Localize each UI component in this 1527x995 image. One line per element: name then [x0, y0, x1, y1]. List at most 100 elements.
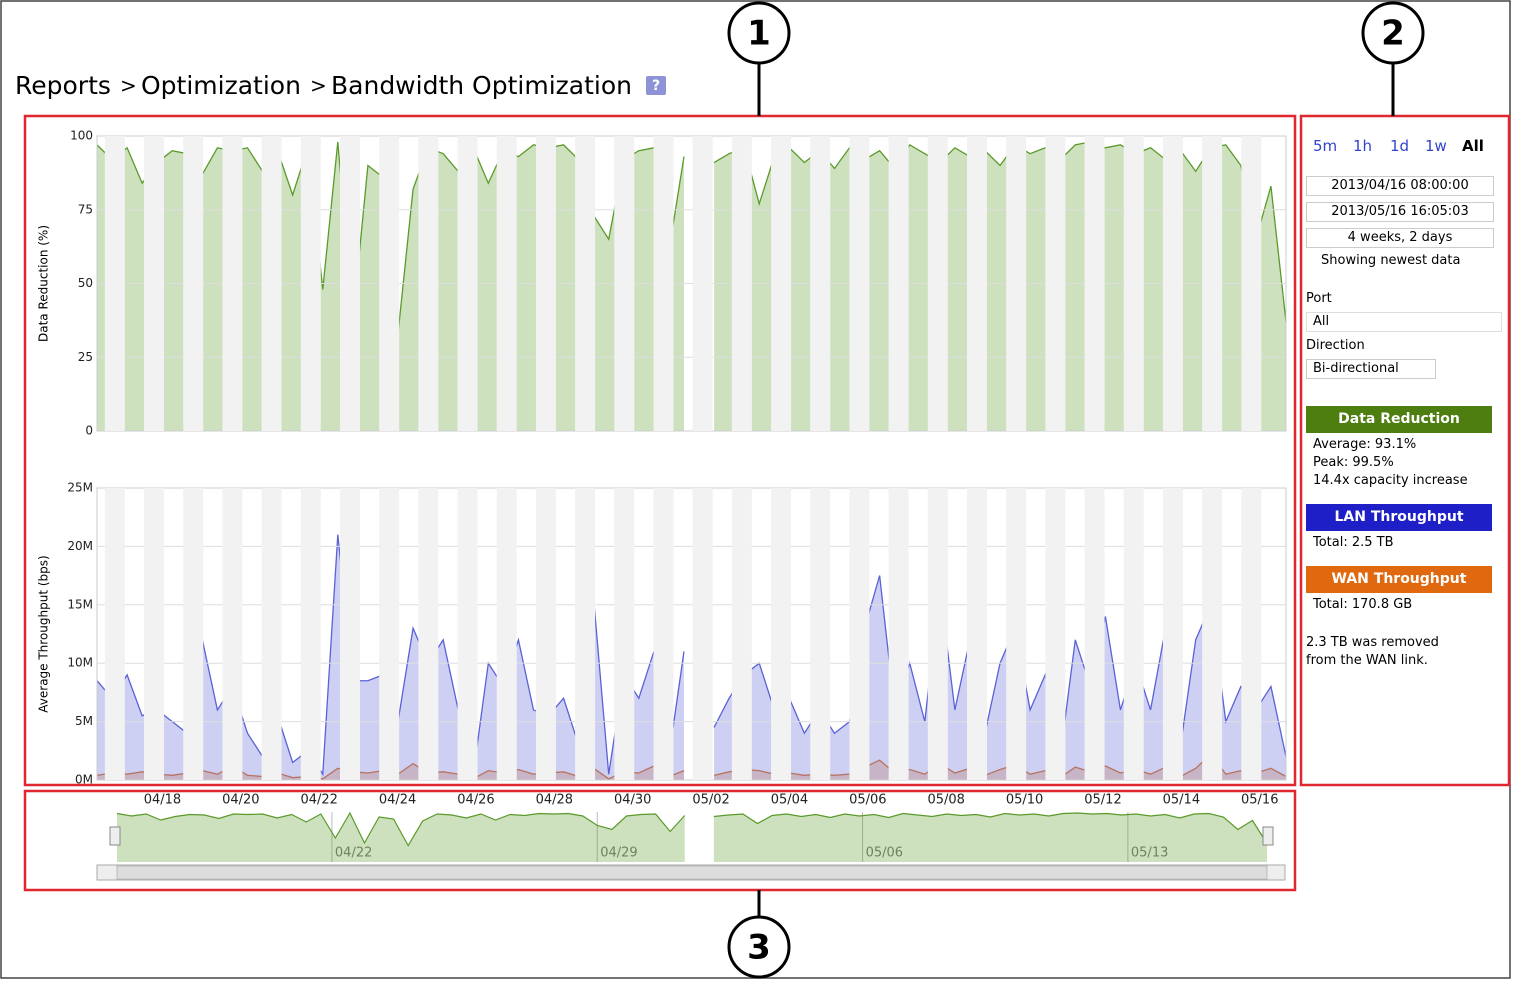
y-tick-label: 50 — [78, 276, 93, 290]
scroll-thumb[interactable] — [116, 865, 1268, 880]
y-tick-label: 20M — [67, 539, 93, 553]
navigator-line — [116, 811, 1268, 847]
day-stripe — [183, 488, 204, 780]
y-tick-label: 25M — [67, 481, 93, 495]
day-stripe — [888, 136, 909, 431]
range-option[interactable]: 1w — [1425, 137, 1447, 155]
y-tick-label: 100 — [70, 129, 93, 143]
y-tick-label: 5M — [75, 714, 93, 728]
day-stripe — [535, 136, 556, 431]
day-stripe — [222, 488, 243, 780]
navigator-label: 05/06 — [866, 846, 903, 861]
y-tick-label: 15M — [67, 597, 93, 611]
range-option[interactable]: 5m — [1313, 137, 1338, 155]
callout — [727, 915, 791, 979]
callout-number: 1 — [747, 14, 771, 54]
x-tick-label: 05/06 — [849, 793, 886, 808]
stat: Peak: 99.5% — [1313, 455, 1394, 470]
day-stripe — [731, 136, 752, 431]
day-stripe — [888, 488, 909, 780]
day-stripe — [261, 136, 282, 431]
day-stripe — [144, 136, 165, 431]
x-tick-label: 04/24 — [379, 793, 416, 808]
day-stripe — [261, 488, 282, 780]
direction-select[interactable]: Bi-directional — [1306, 359, 1436, 379]
plot-border — [96, 487, 1287, 781]
x-tick-label: 05/16 — [1241, 793, 1278, 808]
day-stripe — [927, 488, 948, 780]
navigator-area — [117, 813, 1267, 862]
day-stripe — [849, 488, 870, 780]
day-stripe — [849, 136, 870, 431]
status: Showing newest data — [1321, 253, 1461, 268]
day-stripe — [1045, 488, 1066, 780]
port-label: Port — [1306, 291, 1332, 306]
start-time[interactable]: 2013/04/16 08:00:00 — [1306, 176, 1494, 196]
day-stripe — [1241, 488, 1262, 780]
legend-header[interactable]: LAN Throughput — [1306, 504, 1492, 531]
stat: 14.4x capacity increase — [1313, 473, 1468, 488]
stat: Average: 93.1% — [1313, 437, 1417, 452]
day-stripe — [300, 136, 321, 431]
legend-header[interactable]: Data Reduction — [1306, 406, 1492, 433]
end-time[interactable]: 2013/05/16 16:05:03 — [1306, 202, 1494, 222]
range-option[interactable]: 1h — [1353, 137, 1373, 155]
help-text[interactable]: ? — [652, 78, 660, 94]
day-stripe — [183, 136, 204, 431]
y-tick-label: 10M — [67, 656, 93, 670]
day-stripe — [379, 136, 400, 431]
x-tick-label: 04/26 — [457, 793, 494, 808]
page-title: Bandwidth Optimization — [331, 71, 632, 100]
day-stripe — [731, 488, 752, 780]
day-stripe — [1162, 488, 1183, 780]
day-stripe — [771, 136, 792, 431]
port-select[interactable]: All — [1306, 312, 1502, 332]
callout — [1361, 1, 1425, 65]
day-stripe — [810, 488, 831, 780]
day-stripe — [496, 488, 517, 780]
nav-handle[interactable] — [109, 826, 121, 846]
day-stripe — [653, 488, 674, 780]
day-stripe — [457, 488, 478, 780]
day-stripe — [1084, 136, 1105, 431]
day-stripe — [967, 488, 987, 780]
day-stripe — [575, 136, 596, 431]
day-stripe — [1202, 488, 1223, 780]
note: 2.3 TB was removed — [1306, 635, 1439, 650]
day-stripe — [1162, 136, 1183, 431]
navigator-label: 05/13 — [1131, 846, 1168, 861]
y-tick-label: 75 — [78, 202, 93, 216]
range-option[interactable]: All — [1462, 137, 1484, 155]
breadcrumb: Reports — [15, 71, 111, 100]
nav-handle[interactable] — [1262, 826, 1274, 846]
day-stripe — [496, 136, 517, 431]
day-stripe — [614, 136, 635, 431]
navigator-label: 04/29 — [600, 846, 637, 861]
legend-header[interactable]: WAN Throughput — [1306, 566, 1492, 593]
day-stripe — [457, 136, 478, 431]
x-tick-label: 05/02 — [692, 793, 729, 808]
x-tick-label: 05/08 — [927, 793, 964, 808]
day-stripe — [1006, 136, 1027, 431]
x-tick-label: 05/10 — [1006, 793, 1043, 808]
x-tick-label: 04/20 — [222, 793, 259, 808]
callout — [727, 1, 791, 65]
day-stripe — [653, 136, 674, 431]
callout-number: 2 — [1381, 14, 1405, 54]
y-axis-title: Data Reduction (%) — [37, 225, 51, 342]
day-stripe — [927, 136, 948, 431]
day-stripe — [614, 488, 635, 780]
range-option[interactable]: 1d — [1390, 137, 1410, 155]
callout-number: 3 — [747, 928, 771, 968]
x-tick-label: 05/04 — [771, 793, 808, 808]
highlight-box — [23, 114, 1297, 787]
day-stripe — [339, 488, 360, 780]
day-stripe — [418, 136, 439, 431]
help-icon[interactable] — [646, 76, 666, 95]
day-stripe — [1123, 488, 1144, 780]
y-tick-label: 25 — [78, 350, 93, 364]
x-tick-label: 04/30 — [614, 793, 651, 808]
highlight-box — [23, 789, 1297, 892]
